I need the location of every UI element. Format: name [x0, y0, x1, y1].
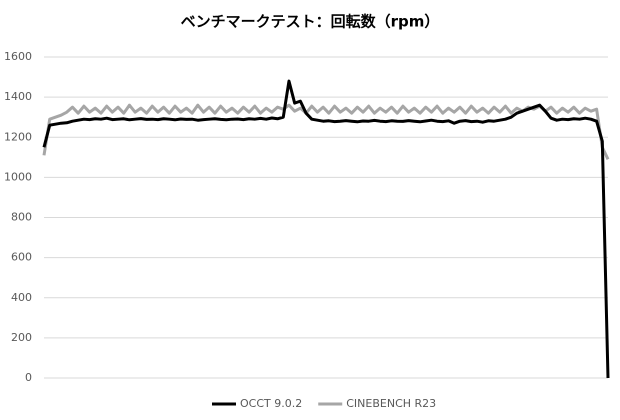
legend-label: OCCT 9.0.2 [240, 397, 302, 410]
y-tick-label: 800 [11, 211, 32, 224]
y-tick-label: 1400 [4, 90, 32, 103]
y-tick-label: 1200 [4, 130, 32, 143]
series-line [42, 79, 610, 379]
y-tick-label: 1600 [4, 50, 32, 63]
y-tick-label: 1000 [4, 170, 32, 183]
chart-title: ベンチマークテスト：回転数（rpm） [181, 13, 440, 31]
legend-label: CINEBENCH R23 [346, 397, 436, 410]
series-line [42, 103, 610, 160]
y-tick-label: 0 [25, 371, 32, 384]
y-tick-label: 400 [11, 291, 32, 304]
y-tick-label: 200 [11, 331, 32, 344]
y-tick-label: 600 [11, 251, 32, 264]
